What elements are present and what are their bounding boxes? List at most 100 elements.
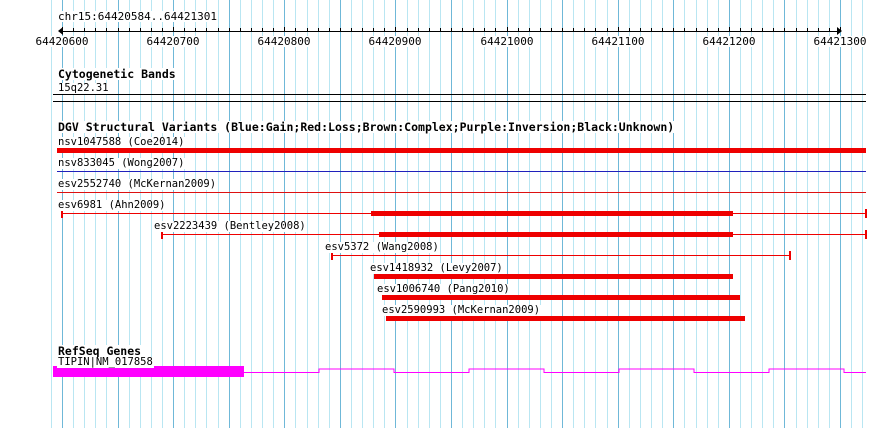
ruler-minor-tick bbox=[573, 28, 574, 32]
ruler-minor-tick bbox=[684, 28, 685, 32]
ruler-minor-tick bbox=[473, 28, 474, 32]
ruler-minor-tick bbox=[740, 28, 741, 32]
variant-label: nsv1047588 (Coe2014) bbox=[57, 136, 186, 148]
ruler-major-tick bbox=[840, 27, 841, 32]
ruler-minor-tick bbox=[240, 28, 241, 32]
ruler-minor-tick bbox=[407, 28, 408, 32]
gene-label: TIPIN|NM_017858 bbox=[57, 356, 154, 368]
ruler-minor-tick bbox=[251, 28, 252, 32]
variant-label: esv2590993 (McKernan2009) bbox=[381, 304, 542, 316]
ruler-minor-tick bbox=[440, 28, 441, 32]
ruler-minor-tick bbox=[206, 28, 207, 32]
location-label: chr15:64420584..64421301 bbox=[57, 10, 218, 23]
ruler-tick-label: 64420800 bbox=[256, 35, 312, 48]
gene-exon-block[interactable] bbox=[53, 366, 244, 377]
cytoband-rule-top bbox=[53, 94, 866, 95]
ruler-minor-tick bbox=[607, 28, 608, 32]
gridline bbox=[218, 0, 219, 428]
ruler-minor-tick bbox=[307, 28, 308, 32]
ruler-tick-label: 64420600 bbox=[34, 35, 90, 48]
variant-start-cap bbox=[61, 209, 63, 218]
cytoband-rule-bottom bbox=[53, 101, 866, 102]
ruler-major-tick bbox=[284, 27, 285, 32]
ruler-minor-tick bbox=[351, 28, 352, 32]
variant-end-cap bbox=[789, 251, 791, 260]
ruler-minor-tick bbox=[640, 28, 641, 32]
ruler-right-arrow-icon[interactable] bbox=[837, 27, 842, 35]
ruler-minor-tick bbox=[762, 28, 763, 32]
ruler-major-tick bbox=[507, 27, 508, 32]
track-title-cytogenetic-bands: Cytogenetic Bands bbox=[57, 67, 177, 81]
ruler-minor-tick bbox=[106, 28, 107, 32]
ruler-minor-tick bbox=[162, 28, 163, 32]
ruler-minor-tick bbox=[95, 28, 96, 32]
ruler-minor-tick bbox=[518, 28, 519, 32]
ruler-minor-tick bbox=[295, 28, 296, 32]
variant-feature-bar[interactable] bbox=[371, 211, 733, 216]
track-title-refseq-genes: RefSeq Genes bbox=[57, 344, 143, 358]
ruler-minor-tick bbox=[429, 28, 430, 32]
variant-span-line[interactable] bbox=[57, 171, 866, 172]
ruler-minor-tick bbox=[262, 28, 263, 32]
variant-start-cap bbox=[331, 251, 333, 260]
variant-span-line[interactable] bbox=[57, 192, 866, 193]
ruler-minor-tick bbox=[829, 28, 830, 32]
gridline bbox=[195, 0, 196, 428]
ruler-minor-tick bbox=[707, 28, 708, 32]
ruler-minor-tick bbox=[773, 28, 774, 32]
gridline bbox=[229, 0, 230, 428]
ruler-tick-label: 64421200 bbox=[701, 35, 757, 48]
ruler-minor-tick bbox=[484, 28, 485, 32]
ruler-minor-tick bbox=[273, 28, 274, 32]
ruler-minor-tick bbox=[218, 28, 219, 32]
gridline bbox=[173, 0, 174, 428]
variant-feature-bar[interactable] bbox=[374, 274, 733, 279]
ruler-minor-tick bbox=[229, 28, 230, 32]
ruler-minor-tick bbox=[540, 28, 541, 32]
variant-label: esv5372 (Wang2008) bbox=[324, 241, 440, 253]
ruler-tick-label: 64421100 bbox=[590, 35, 646, 48]
ruler-minor-tick bbox=[373, 28, 374, 32]
ruler-minor-tick bbox=[340, 28, 341, 32]
ruler-minor-tick bbox=[562, 28, 563, 32]
ruler-tick-label: 64420700 bbox=[145, 35, 201, 48]
gridline bbox=[162, 0, 163, 428]
ruler-minor-tick bbox=[118, 28, 119, 32]
variant-feature-bar[interactable] bbox=[57, 148, 866, 153]
ruler-major-tick bbox=[62, 27, 63, 32]
gridline bbox=[240, 0, 241, 428]
gene-intron-line bbox=[244, 368, 866, 373]
variant-span-line[interactable] bbox=[331, 255, 790, 256]
variant-end-cap bbox=[865, 230, 867, 239]
ruler-minor-tick bbox=[451, 28, 452, 32]
ruler-major-tick bbox=[173, 27, 174, 32]
ruler-minor-tick bbox=[73, 28, 74, 32]
ruler-left-arrow-icon[interactable] bbox=[58, 27, 63, 35]
ruler-minor-tick bbox=[784, 28, 785, 32]
ruler-minor-tick bbox=[595, 28, 596, 32]
ruler-minor-tick bbox=[584, 28, 585, 32]
ruler-major-tick bbox=[618, 27, 619, 32]
variant-feature-bar[interactable] bbox=[382, 295, 740, 300]
ruler-minor-tick bbox=[629, 28, 630, 32]
ruler-minor-tick bbox=[751, 28, 752, 32]
ruler-minor-tick bbox=[796, 28, 797, 32]
ruler-minor-tick bbox=[329, 28, 330, 32]
ruler-minor-tick bbox=[495, 28, 496, 32]
ruler-minor-tick bbox=[718, 28, 719, 32]
ruler-minor-tick bbox=[662, 28, 663, 32]
ruler-minor-tick bbox=[673, 28, 674, 32]
ruler-minor-tick bbox=[807, 28, 808, 32]
variant-feature-bar[interactable] bbox=[379, 232, 733, 237]
ruler-major-tick bbox=[729, 27, 730, 32]
variant-start-cap bbox=[161, 230, 163, 239]
ruler-minor-tick bbox=[818, 28, 819, 32]
gridline bbox=[51, 0, 52, 428]
coordinate-ruler[interactable]: chr15:64420584..64421301 64420600 6442070… bbox=[0, 0, 890, 48]
ruler-minor-tick bbox=[651, 28, 652, 32]
gridline bbox=[206, 0, 207, 428]
ruler-minor-tick bbox=[184, 28, 185, 32]
cytoband-label: 15q22.31 bbox=[57, 82, 110, 94]
variant-feature-bar[interactable] bbox=[386, 316, 745, 321]
